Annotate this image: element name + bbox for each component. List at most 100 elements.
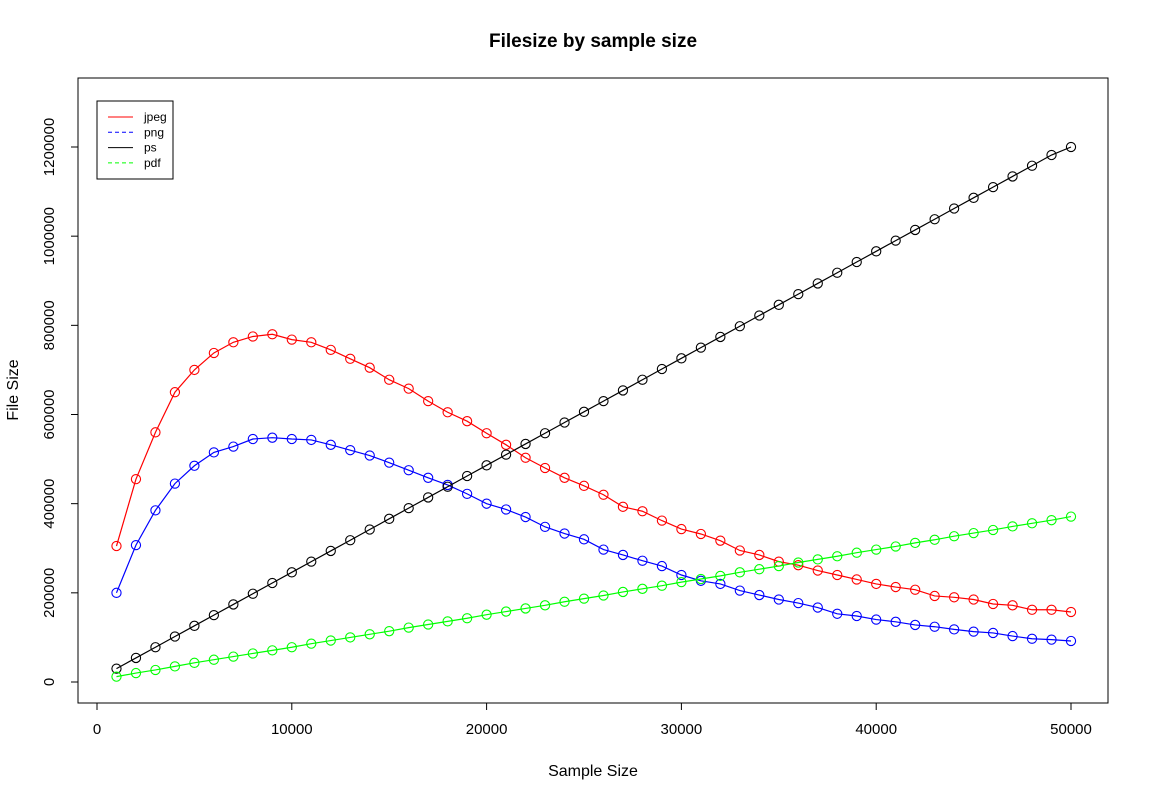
data-point-ps: [364, 524, 375, 535]
x-tick-label: 10000: [271, 721, 313, 738]
data-point-ps: [754, 310, 765, 321]
data-point-png: [306, 434, 317, 446]
data-point-jpeg: [676, 523, 687, 535]
data-point-ps: [832, 267, 843, 278]
data-point-pdf: [773, 560, 784, 572]
x-tick-label: 30000: [661, 721, 703, 738]
data-point-pdf: [228, 651, 239, 662]
data-point-pdf: [598, 590, 609, 601]
data-point-pdf: [461, 613, 473, 624]
data-point-pdf: [812, 554, 823, 565]
data-point-ps: [1046, 149, 1057, 161]
data-point-png: [228, 441, 239, 452]
data-point-ps: [793, 288, 804, 300]
data-point-jpeg: [695, 528, 707, 540]
data-point-ps: [442, 481, 453, 492]
data-point-pdf: [968, 527, 979, 539]
data-point-ps: [929, 214, 940, 225]
data-point-ps: [1026, 160, 1038, 171]
data-point-pdf: [539, 600, 551, 611]
data-point-jpeg: [832, 569, 843, 581]
data-point-ps: [948, 203, 960, 214]
data-point-png: [734, 585, 745, 596]
data-point-jpeg: [111, 540, 122, 552]
data-point-pdf: [793, 557, 804, 568]
data-point-png: [773, 594, 784, 605]
data-point-pdf: [247, 648, 258, 659]
x-tick-label: 0: [93, 721, 101, 738]
data-point-png: [539, 521, 551, 532]
data-point-png: [169, 478, 181, 489]
data-point-ps: [267, 577, 278, 589]
series-line-pdf: [116, 516, 1072, 678]
data-point-jpeg: [987, 598, 999, 610]
data-point-jpeg: [442, 407, 453, 418]
data-point-pdf: [851, 547, 862, 558]
data-point-ps: [987, 181, 999, 193]
data-point-png: [968, 626, 979, 637]
data-point-jpeg: [578, 480, 590, 491]
data-point-png: [189, 460, 200, 471]
data-point-ps: [617, 385, 629, 396]
data-point-pdf: [637, 583, 648, 594]
series-line-png: [115, 437, 1072, 642]
data-point-jpeg: [520, 452, 531, 463]
legend-label-ps: ps: [144, 141, 157, 155]
data-point-ps: [403, 502, 414, 514]
data-point-pdf: [871, 544, 882, 555]
series-ps: [111, 141, 1077, 674]
data-point-jpeg: [208, 347, 220, 359]
data-point-pdf: [734, 567, 745, 578]
data-point-png: [910, 619, 921, 631]
data-point-pdf: [325, 635, 336, 646]
data-point-ps: [520, 438, 531, 450]
data-point-ps: [773, 299, 784, 310]
y-tick-label: 1000000: [41, 207, 58, 265]
data-point-png: [1007, 630, 1018, 642]
data-point-ps: [695, 342, 707, 353]
data-point-png: [208, 447, 220, 458]
data-point-ps: [1007, 171, 1018, 182]
x-axis: 0 10000 20000 30000 40000 50000: [93, 702, 1092, 738]
data-point-jpeg: [306, 337, 317, 348]
data-point-pdf: [1046, 515, 1057, 526]
data-point-pdf: [403, 622, 414, 633]
data-point-jpeg: [559, 472, 570, 483]
data-point-png: [578, 534, 590, 545]
data-point-png: [345, 445, 356, 456]
data-point-png: [500, 504, 512, 515]
data-point-jpeg: [948, 592, 960, 603]
x-axis-label: Sample Size: [548, 763, 638, 780]
data-point-pdf: [384, 626, 395, 637]
data-point-png: [987, 627, 999, 639]
data-point-pdf: [286, 642, 297, 653]
data-point-jpeg: [851, 574, 862, 585]
data-point-ps: [208, 609, 220, 621]
data-point-jpeg: [1007, 600, 1018, 611]
data-point-jpeg: [286, 334, 297, 345]
data-point-jpeg: [617, 501, 629, 512]
data-point-jpeg: [481, 428, 492, 439]
y-axis-label: File Size: [5, 359, 22, 420]
data-point-png: [384, 457, 395, 468]
data-point-png: [325, 439, 336, 450]
data-point-png: [929, 621, 940, 632]
data-point-png: [656, 560, 668, 572]
chart-title: Filesize by sample size: [489, 31, 697, 52]
data-point-pdf: [150, 664, 161, 676]
data-point-jpeg: [169, 387, 181, 398]
data-point-ps: [968, 192, 979, 203]
data-point-ps: [734, 321, 745, 332]
x-tick-label: 50000: [1050, 721, 1092, 738]
data-point-png: [851, 610, 862, 622]
data-point-pdf: [111, 671, 122, 682]
data-point-png: [1065, 635, 1077, 647]
data-point-pdf: [832, 551, 843, 562]
data-point-ps: [228, 599, 239, 610]
data-point-png: [598, 544, 609, 555]
series-png: [111, 432, 1077, 647]
series-line-ps: [116, 146, 1072, 670]
data-point-png: [130, 539, 142, 551]
data-point-jpeg: [539, 462, 551, 474]
